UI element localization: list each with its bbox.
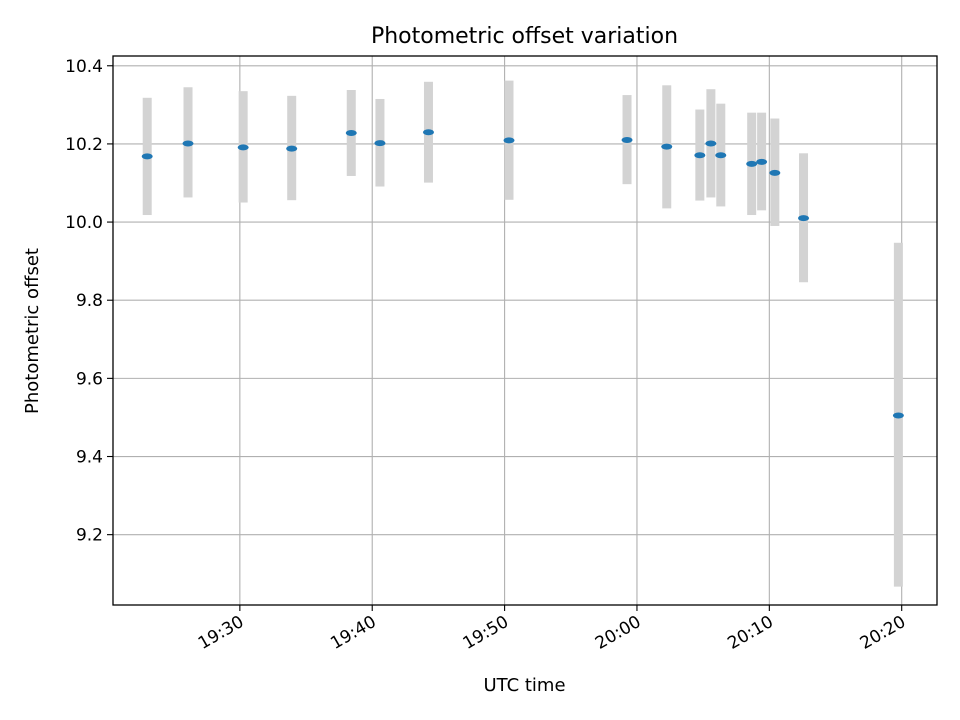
grid-lines [113, 56, 937, 605]
x-axis-ticks: 19:30 19:40 19:50 20:00 20:10 20:20 [195, 605, 909, 654]
data-point [694, 152, 706, 159]
plot-frame [112, 55, 938, 606]
y-tick-label: 9.2 [76, 526, 103, 546]
y-axis-label: Photometric offset [22, 248, 43, 414]
data-point [892, 412, 904, 419]
data-point [422, 129, 434, 136]
data-point [746, 160, 758, 167]
data-point [661, 143, 673, 150]
data-point [756, 158, 768, 165]
data-point [374, 140, 386, 147]
x-tick-label: 19:30 [195, 612, 247, 654]
data-point [621, 137, 633, 144]
data-point [798, 215, 810, 222]
x-tick-label: 20:10 [724, 612, 776, 654]
y-axis-ticks: 9.2 9.4 9.6 9.8 10.0 10.2 10.4 [65, 57, 113, 546]
data-point [182, 140, 194, 147]
y-tick-label: 9.6 [76, 369, 103, 389]
x-axis-label: UTC time [483, 675, 565, 696]
y-tick-label: 10.2 [65, 135, 103, 155]
y-tick-label: 10.0 [65, 213, 103, 233]
data-points [141, 129, 904, 419]
data-point [503, 137, 515, 144]
data-point [715, 152, 727, 159]
error-bars [142, 80, 903, 587]
data-point [286, 145, 298, 152]
x-tick-label: 20:00 [592, 612, 644, 654]
y-tick-label: 9.4 [76, 448, 103, 468]
data-point [769, 169, 781, 176]
data-point [141, 153, 153, 160]
x-tick-label: 19:40 [327, 612, 379, 654]
x-tick-label: 20:20 [857, 612, 909, 654]
data-point [237, 144, 249, 151]
y-tick-label: 10.4 [65, 57, 103, 77]
data-point [705, 140, 717, 147]
x-tick-label: 19:50 [460, 612, 512, 654]
data-point [345, 129, 357, 136]
y-tick-label: 9.8 [76, 291, 103, 311]
chart-title: Photometric offset variation [371, 24, 678, 49]
